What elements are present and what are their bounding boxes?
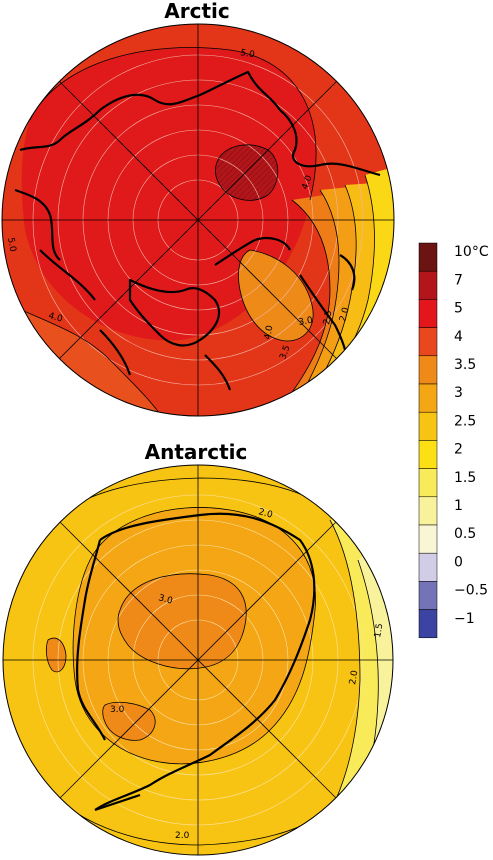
antarctic-map-title: Antarctic	[145, 440, 248, 464]
arctic-contour-lines	[2, 47, 375, 416]
legend-label: 5	[454, 301, 463, 317]
legend-label: −1	[454, 611, 475, 627]
legend-swatch	[418, 411, 438, 441]
antarctic-contour-label: 2.0	[257, 507, 274, 520]
legend-swatch	[418, 440, 438, 469]
antarctic-far-west-blob	[46, 638, 66, 672]
legend-label: 0.5	[454, 526, 476, 542]
antarctic-map-border	[2, 464, 394, 856]
arctic-contour-label: 4.0	[300, 174, 314, 191]
arctic-contour-label: 4.0	[47, 311, 64, 324]
antarctic-central-core	[118, 573, 247, 669]
legend-label: 2.5	[454, 413, 476, 429]
arctic-contour-label: 2.5	[322, 310, 334, 326]
arctic-contour-label: 5.0	[239, 48, 255, 60]
legend-label: 2	[454, 442, 463, 458]
legend-swatch	[418, 496, 438, 526]
antarctic-contour-labels: 2.0 3.0 3.0 2.0 1.5 2.0	[110, 507, 385, 841]
legend-label: 10°C	[454, 244, 489, 260]
legend-label: 3.5	[454, 357, 476, 373]
legend-label: 3	[454, 385, 463, 401]
antarctic-map: 2.0 3.0 3.0 2.0 1.5 2.0	[2, 464, 394, 856]
legend-swatch	[418, 355, 438, 385]
arctic-hot-spot-hatch	[215, 144, 278, 201]
legend-swatch	[418, 524, 438, 554]
arctic-map: 5.0 5.0 4.0 4.0 3.0 2.5 2.0 4.0 3.5	[1, 23, 395, 417]
legend-swatch	[418, 609, 438, 639]
legend-label: 1.5	[454, 470, 476, 486]
arctic-contour-label: 4.0	[263, 324, 275, 340]
antarctic-contour-label: 3.0	[110, 705, 125, 715]
antarctic-coastline	[75, 512, 316, 812]
antarctic-contour-label: 2.0	[348, 669, 360, 685]
arctic-contour-label: 5.0	[5, 237, 17, 253]
legend-label: 7	[454, 272, 463, 288]
legend-swatch	[418, 581, 438, 610]
arctic-map-border	[1, 23, 395, 417]
arctic-contour-label: 3.5	[278, 344, 292, 361]
legend-swatch	[418, 270, 438, 300]
antarctic-contour-label: 2.0	[175, 831, 190, 841]
arctic-map-title: Arctic	[164, 0, 229, 23]
arctic-coastlines	[14, 70, 381, 391]
arctic-contour-label: 2.0	[338, 306, 351, 323]
arctic-contour-labels: 5.0 5.0 4.0 4.0 3.0 2.5 2.0 4.0 3.5	[5, 48, 352, 361]
legend-label: 0	[454, 554, 463, 570]
color-scale-legend: 10°C 7 5 4 3.5 3 2.5 2 1.5 1 0.5 0 −0.5 −1	[418, 242, 489, 639]
antarctic-contour-label: 3.0	[157, 593, 174, 606]
antarctic-meridians	[3, 465, 393, 855]
legend-swatch	[418, 242, 438, 272]
legend-swatch	[418, 552, 438, 582]
legend-label: −0.5	[454, 583, 488, 599]
legend-swatch	[418, 299, 438, 328]
arctic-meridians	[2, 24, 394, 416]
legend-label: 4	[454, 329, 463, 345]
antarctic-contour-label: 1.5	[373, 623, 385, 639]
arctic-contour-label: 3.0	[298, 316, 314, 328]
legend-swatch	[418, 327, 438, 357]
legend-label: 1	[454, 498, 463, 514]
legend-swatch	[418, 468, 438, 498]
legend-swatch	[418, 383, 438, 413]
